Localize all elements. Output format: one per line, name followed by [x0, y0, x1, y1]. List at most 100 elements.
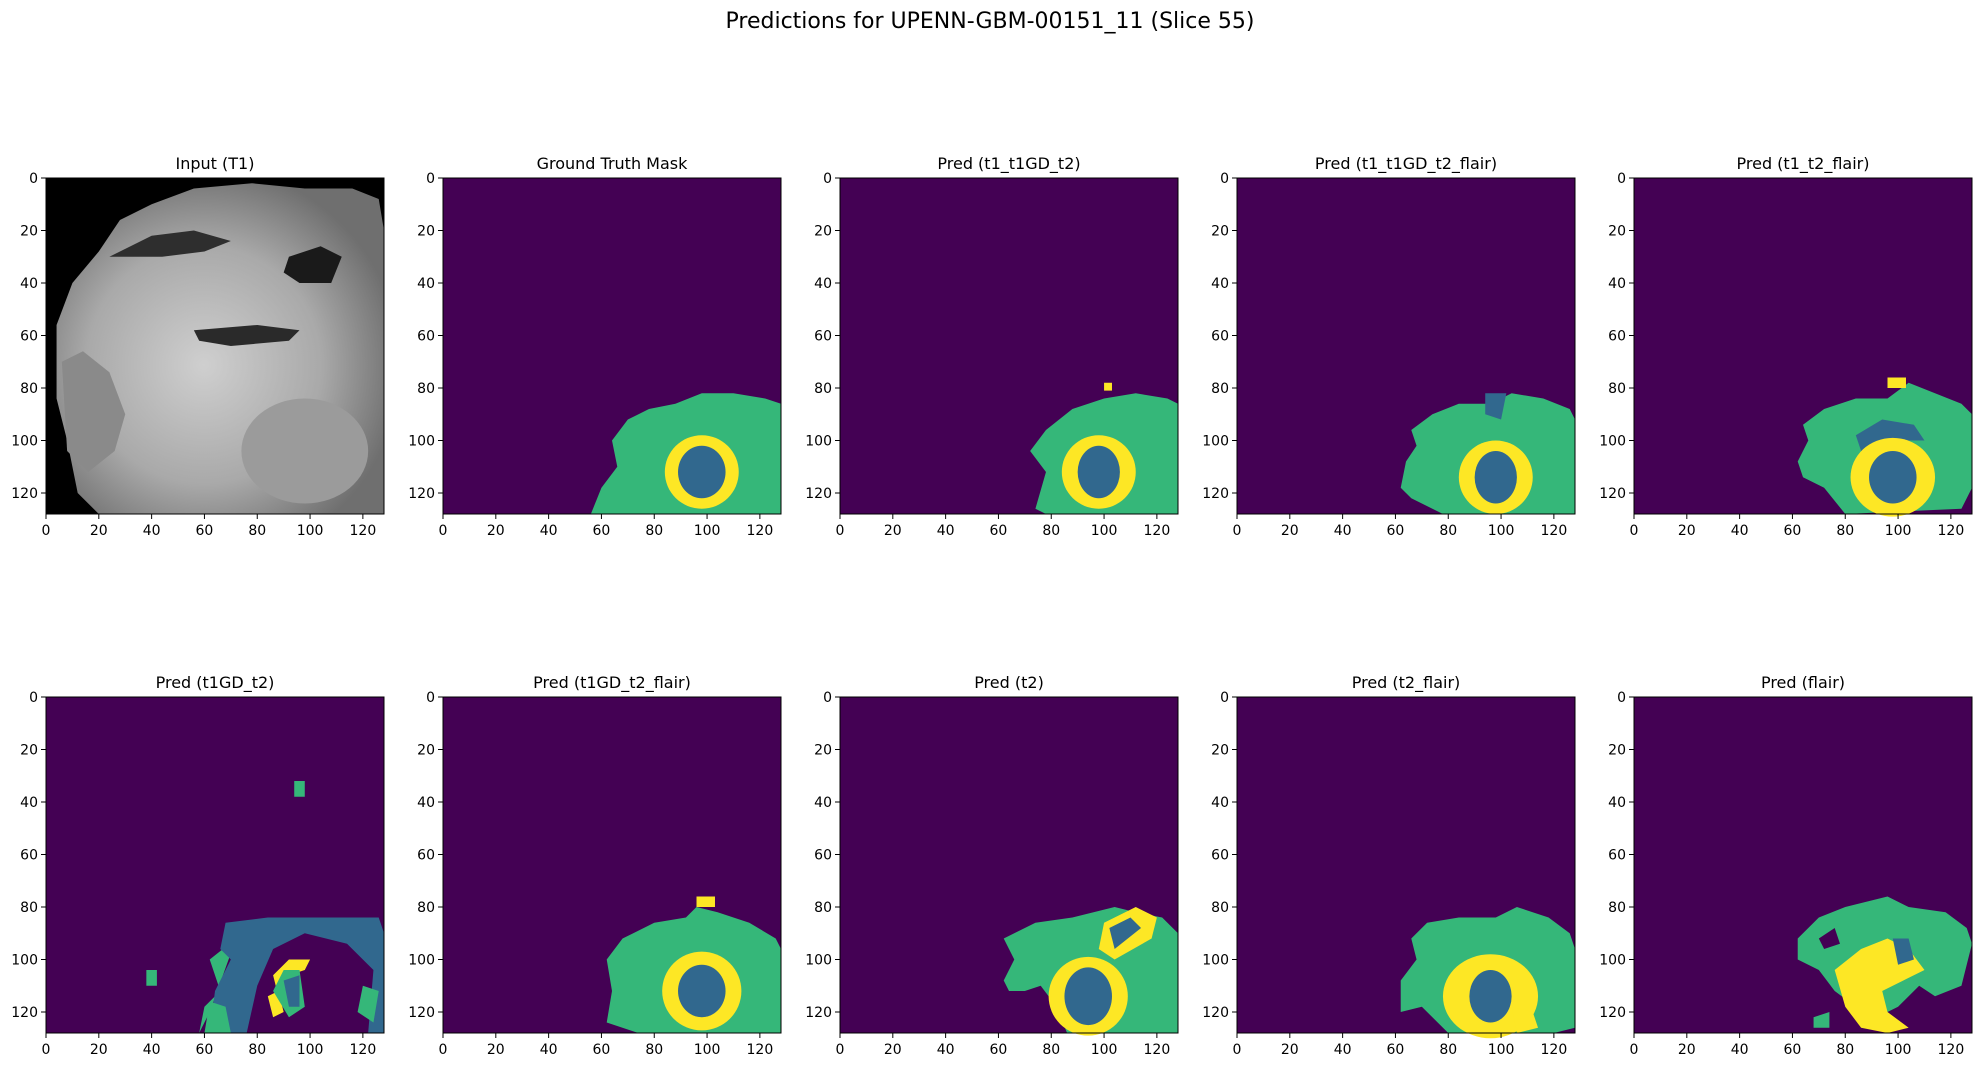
panel-1: 0 20 40 60 80 100 120 0 20 40 60 80 100 120 Input (T1): [11, 154, 385, 539]
y-tick-label: 40: [1608, 276, 1626, 292]
axes-frame: [1633, 696, 1973, 1034]
y-tick-label: 0: [1617, 171, 1626, 187]
x-tick-label: 60: [196, 1042, 214, 1058]
panel-title: Pred (t2_flair): [1352, 673, 1461, 693]
x-tick-label: 20: [884, 1042, 902, 1058]
panel-title: Pred (t1_t2_flair): [1737, 154, 1870, 174]
x-tick-label: 0: [439, 1042, 448, 1058]
x-tick-label: 100: [1091, 523, 1118, 539]
x-tick-label: 20: [884, 523, 902, 539]
y-tick-label: 100: [11, 434, 38, 450]
y-tick-label: 80: [1608, 900, 1626, 916]
panel-6: 0 20 40 60 80 100 120 0 20 40 60 80 100 120 Pred (t1GD…: [11, 673, 385, 1058]
edema-region: [357, 985, 379, 1023]
x-tick-label: 120: [1541, 523, 1568, 539]
y-tick-label: 40: [814, 795, 832, 811]
edema-region: [294, 781, 305, 797]
x-tick-label: 80: [248, 523, 266, 539]
axes-frame: [45, 696, 385, 1034]
panel-7: 0 20 40 60 80 100 120 0 20 40 60 80 100 120 Pred (t1GD…: [408, 673, 782, 1058]
y-tick-label: 40: [417, 795, 435, 811]
x-tick-label: 40: [143, 1042, 161, 1058]
x-tick-label: 40: [1334, 1042, 1352, 1058]
y-tick-label: 100: [408, 953, 435, 969]
x-tick-label: 60: [1784, 523, 1802, 539]
x-tick-label: 60: [1387, 523, 1405, 539]
x-tick-label: 80: [1042, 523, 1060, 539]
y-tick-label: 20: [1608, 743, 1626, 759]
x-tick-label: 120: [1938, 1042, 1965, 1058]
panel-8: 0 20 40 60 80 100 120 0 20 40 60 80 100 120 Pred (t2): [805, 673, 1179, 1058]
x-tick-label: 40: [540, 1042, 558, 1058]
y-tick-label: 80: [417, 381, 435, 397]
x-tick-label: 60: [990, 523, 1008, 539]
panel-title: Pred (t1GD_t2): [156, 673, 275, 693]
panel-title: Pred (t1GD_t2_flair): [533, 673, 691, 693]
x-tick-label: 20: [487, 1042, 505, 1058]
x-tick-label: 60: [990, 1042, 1008, 1058]
x-tick-label: 20: [1678, 1042, 1696, 1058]
edema-region: [1813, 1012, 1830, 1028]
x-tick-label: 100: [694, 523, 721, 539]
x-tick-label: 0: [1233, 1042, 1242, 1058]
x-tick-label: 0: [439, 523, 448, 539]
x-tick-label: 80: [1836, 1042, 1854, 1058]
enhancing-speck: [1104, 382, 1112, 391]
x-tick-label: 120: [747, 1042, 774, 1058]
x-tick-label: 40: [1731, 1042, 1749, 1058]
x-tick-label: 100: [1488, 1042, 1515, 1058]
y-tick-label: 0: [823, 171, 832, 187]
necrotic-core: [1109, 917, 1142, 949]
y-tick-label: 80: [1211, 381, 1229, 397]
y-tick-label: 100: [1202, 953, 1229, 969]
y-tick-label: 120: [1202, 1005, 1229, 1021]
axes-frame: [1236, 177, 1576, 515]
x-tick-label: 60: [593, 523, 611, 539]
y-tick-label: 120: [11, 1005, 38, 1021]
y-tick-label: 120: [408, 1005, 435, 1021]
x-tick-label: 80: [1439, 523, 1457, 539]
y-tick-label: 80: [1211, 900, 1229, 916]
panel-title: Input (T1): [176, 154, 255, 173]
y-tick-label: 20: [1211, 743, 1229, 759]
panel-5: 0 20 40 60 80 100 120 0 20 40 60 80 100 120 Pred (t1_t…: [1599, 154, 1973, 539]
x-tick-label: 120: [1144, 1042, 1171, 1058]
x-tick-label: 20: [90, 523, 108, 539]
y-tick-label: 60: [20, 848, 38, 864]
panel-title: Pred (t1_t1GD_t2): [937, 154, 1080, 174]
mask-hole: [1818, 928, 1840, 949]
y-tick-label: 60: [814, 848, 832, 864]
y-tick-label: 0: [426, 171, 435, 187]
y-tick-label: 40: [20, 276, 38, 292]
x-tick-label: 120: [747, 523, 774, 539]
y-tick-label: 120: [1599, 1005, 1626, 1021]
y-tick-label: 80: [814, 900, 832, 916]
enhancing-speck: [1887, 377, 1906, 388]
y-tick-label: 100: [1599, 953, 1626, 969]
axes-frame: [839, 177, 1179, 515]
x-tick-label: 100: [694, 1042, 721, 1058]
x-tick-label: 60: [1387, 1042, 1405, 1058]
y-tick-label: 0: [29, 690, 38, 706]
y-tick-label: 0: [29, 171, 38, 187]
enhancing-region: [1511, 1006, 1539, 1033]
y-tick-label: 60: [1608, 848, 1626, 864]
axes-frame: [442, 696, 782, 1034]
y-tick-label: 60: [814, 329, 832, 345]
gt-necrotic-core: [678, 445, 726, 499]
ventricle: [283, 246, 342, 283]
panel-10: 0 20 40 60 80 100 120 0 20 40 60 80 100 120 Pred (flai…: [1599, 673, 1973, 1058]
axes-frame: [45, 177, 385, 515]
x-tick-label: 20: [1678, 523, 1696, 539]
y-tick-label: 20: [20, 743, 38, 759]
y-tick-label: 40: [1211, 795, 1229, 811]
x-tick-label: 100: [1885, 523, 1912, 539]
y-tick-label: 100: [805, 953, 832, 969]
x-tick-label: 0: [1630, 1042, 1639, 1058]
x-tick-label: 120: [1541, 1042, 1568, 1058]
x-tick-label: 120: [350, 523, 377, 539]
x-tick-label: 80: [1439, 1042, 1457, 1058]
x-tick-label: 100: [1488, 523, 1515, 539]
y-tick-label: 120: [408, 486, 435, 502]
